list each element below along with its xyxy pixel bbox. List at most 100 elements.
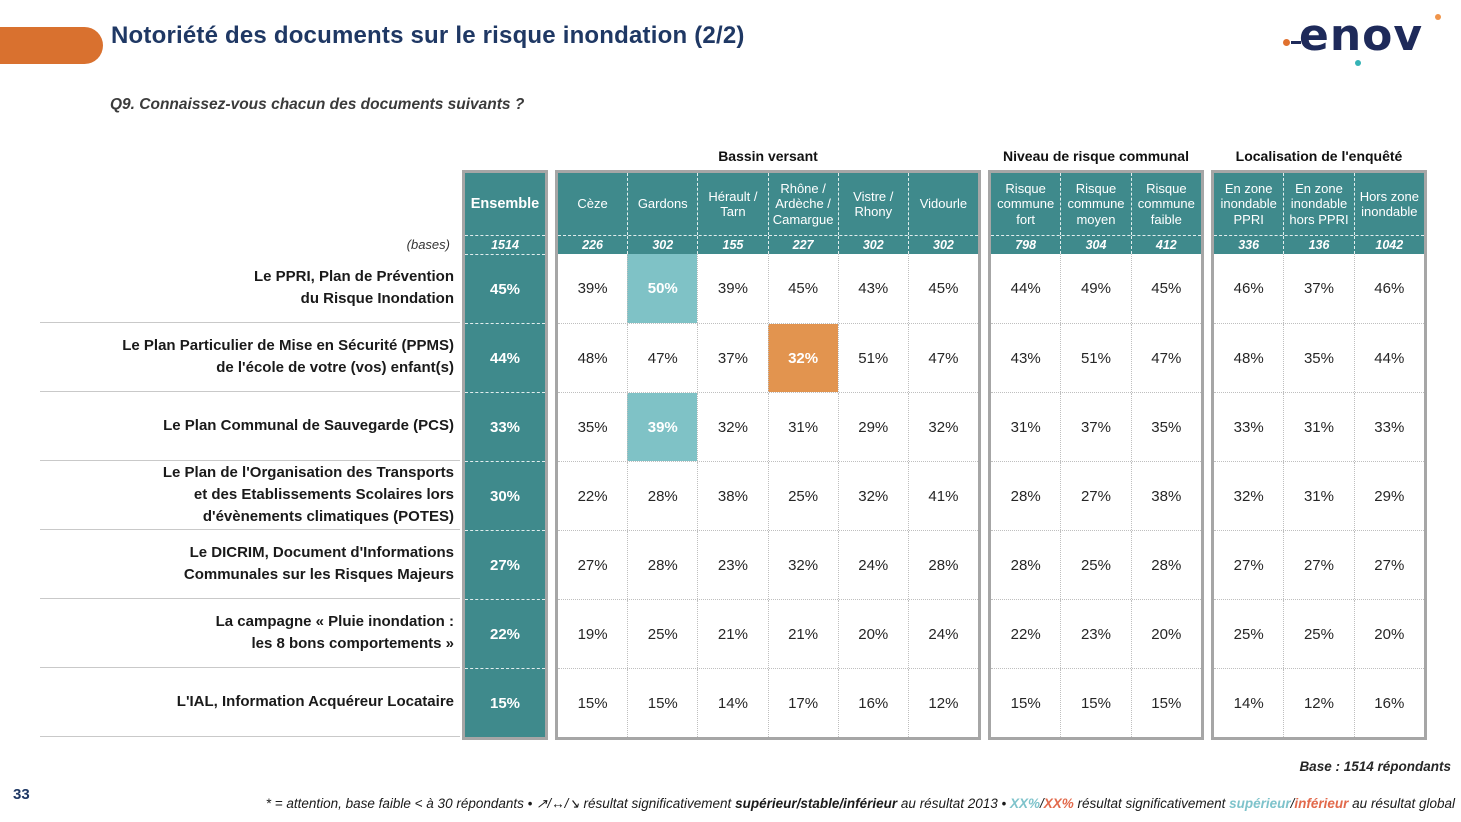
value-cell: 39% xyxy=(627,393,698,461)
spacer xyxy=(40,146,460,235)
value-cell: 47% xyxy=(1130,324,1201,392)
group-data-row: 32% 31% 29% xyxy=(1214,461,1424,530)
group-data-row: 44% 49% 45% xyxy=(991,254,1201,323)
ensemble-base: 1514 xyxy=(465,235,545,254)
value-cell: 24% xyxy=(837,531,908,599)
column-header: Gardons xyxy=(627,173,697,235)
group-column: Niveau de risque communal Risque commune … xyxy=(988,146,1204,740)
group-data-row: 35% 39% 32% 31% 29% 32% xyxy=(558,392,978,461)
column-header: Risque commune moyen xyxy=(1060,173,1130,235)
group-bases-row: 226 302 155 227 302 302 xyxy=(558,235,978,254)
ensemble-value: 27% xyxy=(465,530,545,599)
value-cell: 31% xyxy=(1283,393,1353,461)
value-cell: 48% xyxy=(1233,349,1264,367)
footnote-segment: ↗/↔/↘ xyxy=(536,796,580,811)
row-label: Le Plan Communal de Sauvegarde (PCS) xyxy=(40,392,460,461)
value-cell: 22% xyxy=(1010,625,1041,643)
value-cell: 15% xyxy=(1010,694,1041,712)
value-cell: 14% xyxy=(1233,694,1264,712)
group-column: Localisation de l'enquêté En zone inondab… xyxy=(1211,146,1427,740)
value-cell: 32% xyxy=(767,531,838,599)
value-cell: 44% xyxy=(1353,324,1424,392)
group-data-row: 15% 15% 15% xyxy=(991,668,1201,737)
row-label: La campagne « Pluie inondation : les 8 bo… xyxy=(40,599,460,668)
footnote: * = attention, base faible < à 30 répond… xyxy=(180,796,1455,812)
logo-top-dot-icon xyxy=(1435,14,1441,20)
group-data-row: 22% 28% 38% 25% 32% 41% xyxy=(558,461,978,530)
value-cell: 20% xyxy=(837,600,908,668)
value-cell: 47% xyxy=(627,324,697,392)
value-cell: 37% xyxy=(1283,254,1353,323)
value-cell: 50% xyxy=(627,254,698,323)
value-cell: 23% xyxy=(1060,600,1130,668)
group-data-row: 27% 28% 23% 32% 24% 28% xyxy=(558,530,978,599)
column-base: 155 xyxy=(697,236,767,254)
row-label-text: L'IAL, Information Acquéreur Locataire xyxy=(176,693,454,711)
value-cell: 20% xyxy=(1130,600,1201,668)
logo-orange-dot-icon xyxy=(1283,39,1290,46)
group-bases-row: 798 304 412 xyxy=(991,235,1201,254)
value-cell: 44% xyxy=(1010,280,1041,297)
row-label-text: La campagne « Pluie inondation : les 8 bo… xyxy=(215,613,454,652)
group-column: Bassin versant Cèze Gardons Hérault / Tarn R… xyxy=(555,146,981,740)
group-data-row: 46% 37% 46% xyxy=(1214,254,1424,323)
footnote-segment: * = attention, base faible < à 30 répond… xyxy=(265,796,537,811)
group-header-row: En zone inondable PPRI En zone inondable … xyxy=(1214,173,1424,235)
value-cell: 23% xyxy=(697,531,767,599)
value-cell: 43% xyxy=(837,254,908,323)
value-cell: 32% xyxy=(697,393,767,461)
column-header: Hors zone inondable xyxy=(1353,173,1424,235)
logo-dash-icon xyxy=(1291,41,1301,44)
value-cell: 19% xyxy=(577,625,608,643)
value-cell: 14% xyxy=(697,669,767,737)
group-data-row: 33% 31% 33% xyxy=(1214,392,1424,461)
value-cell: 27% xyxy=(1353,531,1424,599)
page-title: Notoriété des documents sur le risque in… xyxy=(111,22,745,49)
value-cell: 38% xyxy=(697,462,767,530)
value-cell: 16% xyxy=(837,669,908,737)
footnote-segment: inférieur xyxy=(843,796,898,811)
value-cell: 28% xyxy=(1010,487,1041,505)
value-cell: 47% xyxy=(907,324,978,392)
footnote-segment: XX% xyxy=(1043,796,1074,811)
group-box: En zone inondable PPRI En zone inondable … xyxy=(1211,170,1427,740)
footnote-segment: supérieur xyxy=(1229,796,1291,811)
column-header: En zone inondable hors PPRI xyxy=(1283,173,1353,235)
ensemble-value: 33% xyxy=(465,392,545,461)
footnote-segment: / xyxy=(1040,796,1044,811)
group-data-row: 48% 35% 44% xyxy=(1214,323,1424,392)
value-cell: 27% xyxy=(1060,462,1130,530)
row-label: Le DICRIM, Document d'Informations Commun… xyxy=(40,530,460,599)
value-cell: 21% xyxy=(697,600,767,668)
value-cell: 12% xyxy=(907,669,978,737)
value-cell: 39% xyxy=(577,280,608,297)
logo-teal-dot-icon xyxy=(1355,60,1361,66)
value-cell: 41% xyxy=(907,462,978,530)
value-cell: 51% xyxy=(1060,324,1130,392)
ensemble-value: 30% xyxy=(465,461,545,530)
column-header: Hérault / Tarn xyxy=(697,173,767,235)
ensemble-box: Ensemble 1514 45% 44% 33% 30% 27% 22% 15% xyxy=(462,170,548,740)
group-header-row: Cèze Gardons Hérault / Tarn Rhône / Ardèche… xyxy=(558,173,978,235)
value-cell: 20% xyxy=(1353,600,1424,668)
group-data-row: 28% 25% 28% xyxy=(991,530,1201,599)
column-base: 336 xyxy=(1238,238,1260,252)
value-cell: 28% xyxy=(1130,531,1201,599)
value-cell: 15% xyxy=(577,694,608,712)
ensemble-value: 15% xyxy=(465,668,545,737)
footnote-segment: inférieur xyxy=(1294,796,1349,811)
value-cell: 12% xyxy=(1283,669,1353,737)
group-bases-row: 336 136 1042 xyxy=(1214,235,1424,254)
value-cell: 38% xyxy=(1130,462,1201,530)
footnote-segment: / xyxy=(839,796,844,811)
column-base: 302 xyxy=(627,236,697,254)
value-cell: 45% xyxy=(907,254,978,323)
column-header: Cèze xyxy=(577,196,608,212)
value-cell: 28% xyxy=(1010,556,1041,574)
value-cell: 39% xyxy=(697,254,767,323)
value-cell: 45% xyxy=(767,254,838,323)
row-label: Le Plan Particulier de Mise en Sécurité … xyxy=(40,323,460,392)
value-cell: 28% xyxy=(627,531,697,599)
value-cell: 37% xyxy=(697,324,767,392)
